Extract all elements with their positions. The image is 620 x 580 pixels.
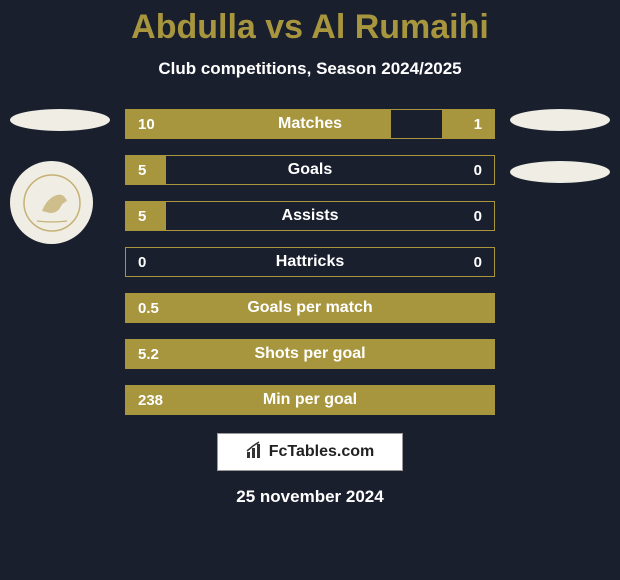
- stat-label: Goals: [288, 161, 332, 179]
- stat-value-right: 0: [474, 162, 482, 179]
- footer-brand-text: FcTables.com: [269, 443, 375, 461]
- right-player-logos: [510, 109, 610, 213]
- stat-value-left: 5: [138, 208, 146, 225]
- left-player-logos: [10, 109, 110, 244]
- player2-team-logo-1: [510, 109, 610, 131]
- stat-label: Hattricks: [276, 253, 344, 271]
- stat-row: 238 Min per goal: [125, 385, 495, 415]
- stat-row: 10 Matches 1: [125, 109, 495, 139]
- bird-emblem-icon: [22, 173, 82, 233]
- stat-row: 5 Assists 0: [125, 201, 495, 231]
- stat-value-right: 0: [474, 254, 482, 271]
- stat-row: 5 Goals 0: [125, 155, 495, 185]
- footer-brand[interactable]: FcTables.com: [217, 433, 403, 471]
- stat-label: Matches: [278, 115, 342, 133]
- stat-value-left: 10: [138, 116, 155, 133]
- player1-team-logo-2: [10, 161, 93, 244]
- player2-team-logo-2: [510, 161, 610, 183]
- stat-value-right: 0: [474, 208, 482, 225]
- stat-value-left: 5: [138, 162, 146, 179]
- page-title: Abdulla vs Al Rumaihi: [0, 0, 620, 47]
- stat-value-left: 0: [138, 254, 146, 271]
- stat-label: Goals per match: [247, 299, 372, 317]
- content-area: 10 Matches 1 5 Goals 0 5 Assists 0 0 Hattricks 0 0.5…: [0, 109, 620, 415]
- stat-value-left: 0.5: [138, 300, 159, 317]
- stat-row: 5.2 Shots per goal: [125, 339, 495, 369]
- stat-value-left: 5.2: [138, 346, 159, 363]
- chart-icon: [246, 441, 264, 464]
- stats-bars: 10 Matches 1 5 Goals 0 5 Assists 0 0 Hattricks 0 0.5…: [125, 109, 495, 415]
- stat-value-right: 1: [474, 116, 482, 133]
- player1-team-logo-1: [10, 109, 110, 131]
- stat-row: 0.5 Goals per match: [125, 293, 495, 323]
- stat-row: 0 Hattricks 0: [125, 247, 495, 277]
- stat-label: Shots per goal: [254, 345, 365, 363]
- stat-right-bar: [442, 110, 494, 138]
- date-label: 25 november 2024: [0, 487, 620, 507]
- stat-label: Min per goal: [263, 391, 357, 409]
- page-subtitle: Club competitions, Season 2024/2025: [0, 59, 620, 79]
- stat-label: Assists: [282, 207, 339, 225]
- stat-left-bar: [126, 110, 391, 138]
- stat-value-left: 238: [138, 392, 163, 409]
